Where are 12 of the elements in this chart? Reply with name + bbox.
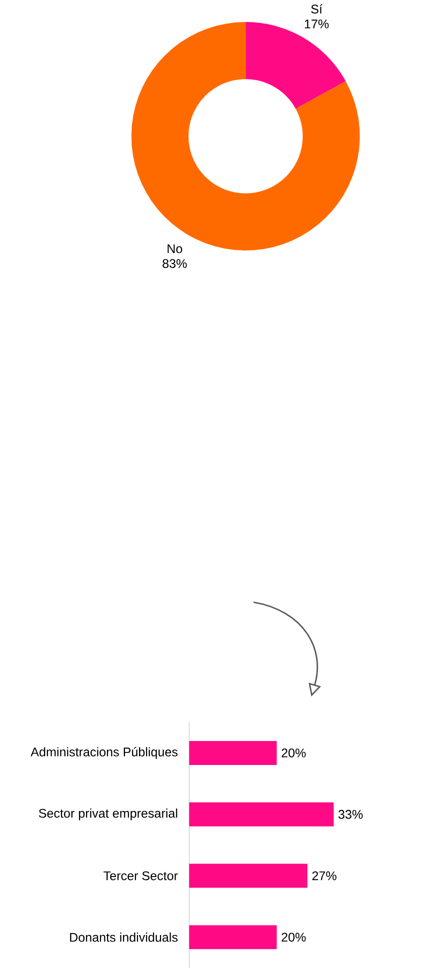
data-label: 27% xyxy=(312,871,337,880)
y-tick-label: Sector privat empresarial xyxy=(39,808,178,820)
data-label: 20% xyxy=(282,748,306,758)
data-label: 33% xyxy=(338,810,363,819)
slice-label: Sí xyxy=(311,4,323,14)
data-label: 20% xyxy=(282,932,306,942)
y-tick-label: Donants individuals xyxy=(70,932,178,942)
data-label: 17% xyxy=(305,20,329,28)
data-label: 83% xyxy=(162,259,187,268)
y-tick-label: Tercer Sector xyxy=(104,871,178,880)
slice-label: No xyxy=(168,244,182,254)
y-tick-label: Administracions Públiques xyxy=(30,747,178,759)
